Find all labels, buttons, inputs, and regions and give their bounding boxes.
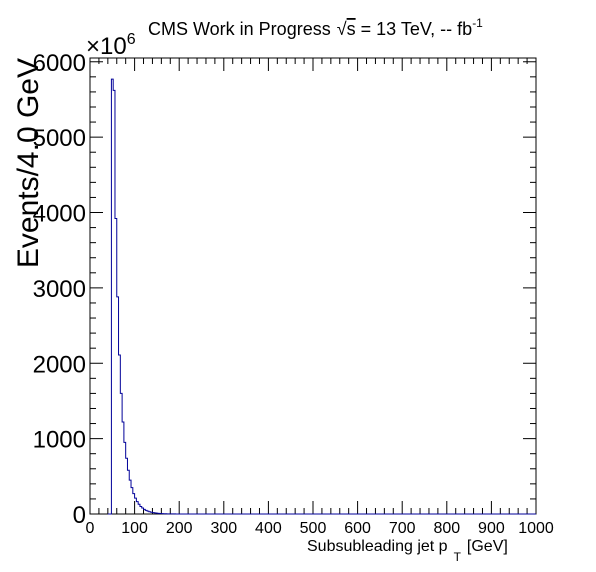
y-tick-labels: 0 1000 2000 3000 4000 5000 6000 [33, 50, 86, 529]
x-tick-label: 0 [86, 520, 95, 537]
chart-title: CMS Work in Progress √s = 13 TeV, -- fb-1 [148, 16, 483, 39]
y-tick-label: 3000 [33, 276, 86, 303]
y-tick-label: 4000 [33, 201, 86, 228]
y-multiplier-base: ×10 [86, 33, 127, 60]
x-tick-label: 1000 [518, 520, 554, 537]
x-tick-label: 500 [300, 520, 327, 537]
y-tick-label: 1000 [33, 427, 86, 454]
x-label-unit: [GeV] [467, 538, 508, 555]
y-multiplier: ×106 [86, 31, 136, 60]
title-s: s [347, 19, 356, 39]
y-tick-label: 5000 [33, 125, 86, 152]
x-tick-labels: 0 100 200 300 400 500 600 700 800 900 1000 [86, 520, 554, 537]
x-tick-label: 300 [210, 520, 237, 537]
title-rest: = 13 TeV, -- fb [356, 19, 473, 39]
x-tick-label: 400 [255, 520, 282, 537]
axis-ticks [89, 58, 537, 515]
x-label-sub: T [454, 550, 462, 564]
x-tick-label: 700 [389, 520, 416, 537]
x-tick-label: 800 [433, 520, 460, 537]
y-axis-label: Events/4.0 GeV [12, 58, 45, 268]
y-tick-label: 6000 [33, 50, 86, 77]
x-axis-label: Subsubleading jet p T [GeV] [307, 538, 508, 564]
plot-frame [89, 57, 537, 515]
y-tick-label: 0 [73, 502, 86, 529]
histogram-series-line [107, 78, 536, 515]
title-sqrt: √ [337, 19, 347, 39]
x-tick-label: 200 [166, 520, 193, 537]
x-tick-label: 600 [344, 520, 371, 537]
x-tick-label: 900 [478, 520, 505, 537]
title-sup: -1 [472, 16, 483, 30]
y-tick-label: 2000 [33, 351, 86, 378]
title-main: CMS Work in Progress [148, 19, 331, 39]
y-multiplier-exp: 6 [127, 31, 136, 48]
x-tick-label: 100 [121, 520, 148, 537]
x-label-main: Subsubleading jet p [307, 538, 448, 555]
